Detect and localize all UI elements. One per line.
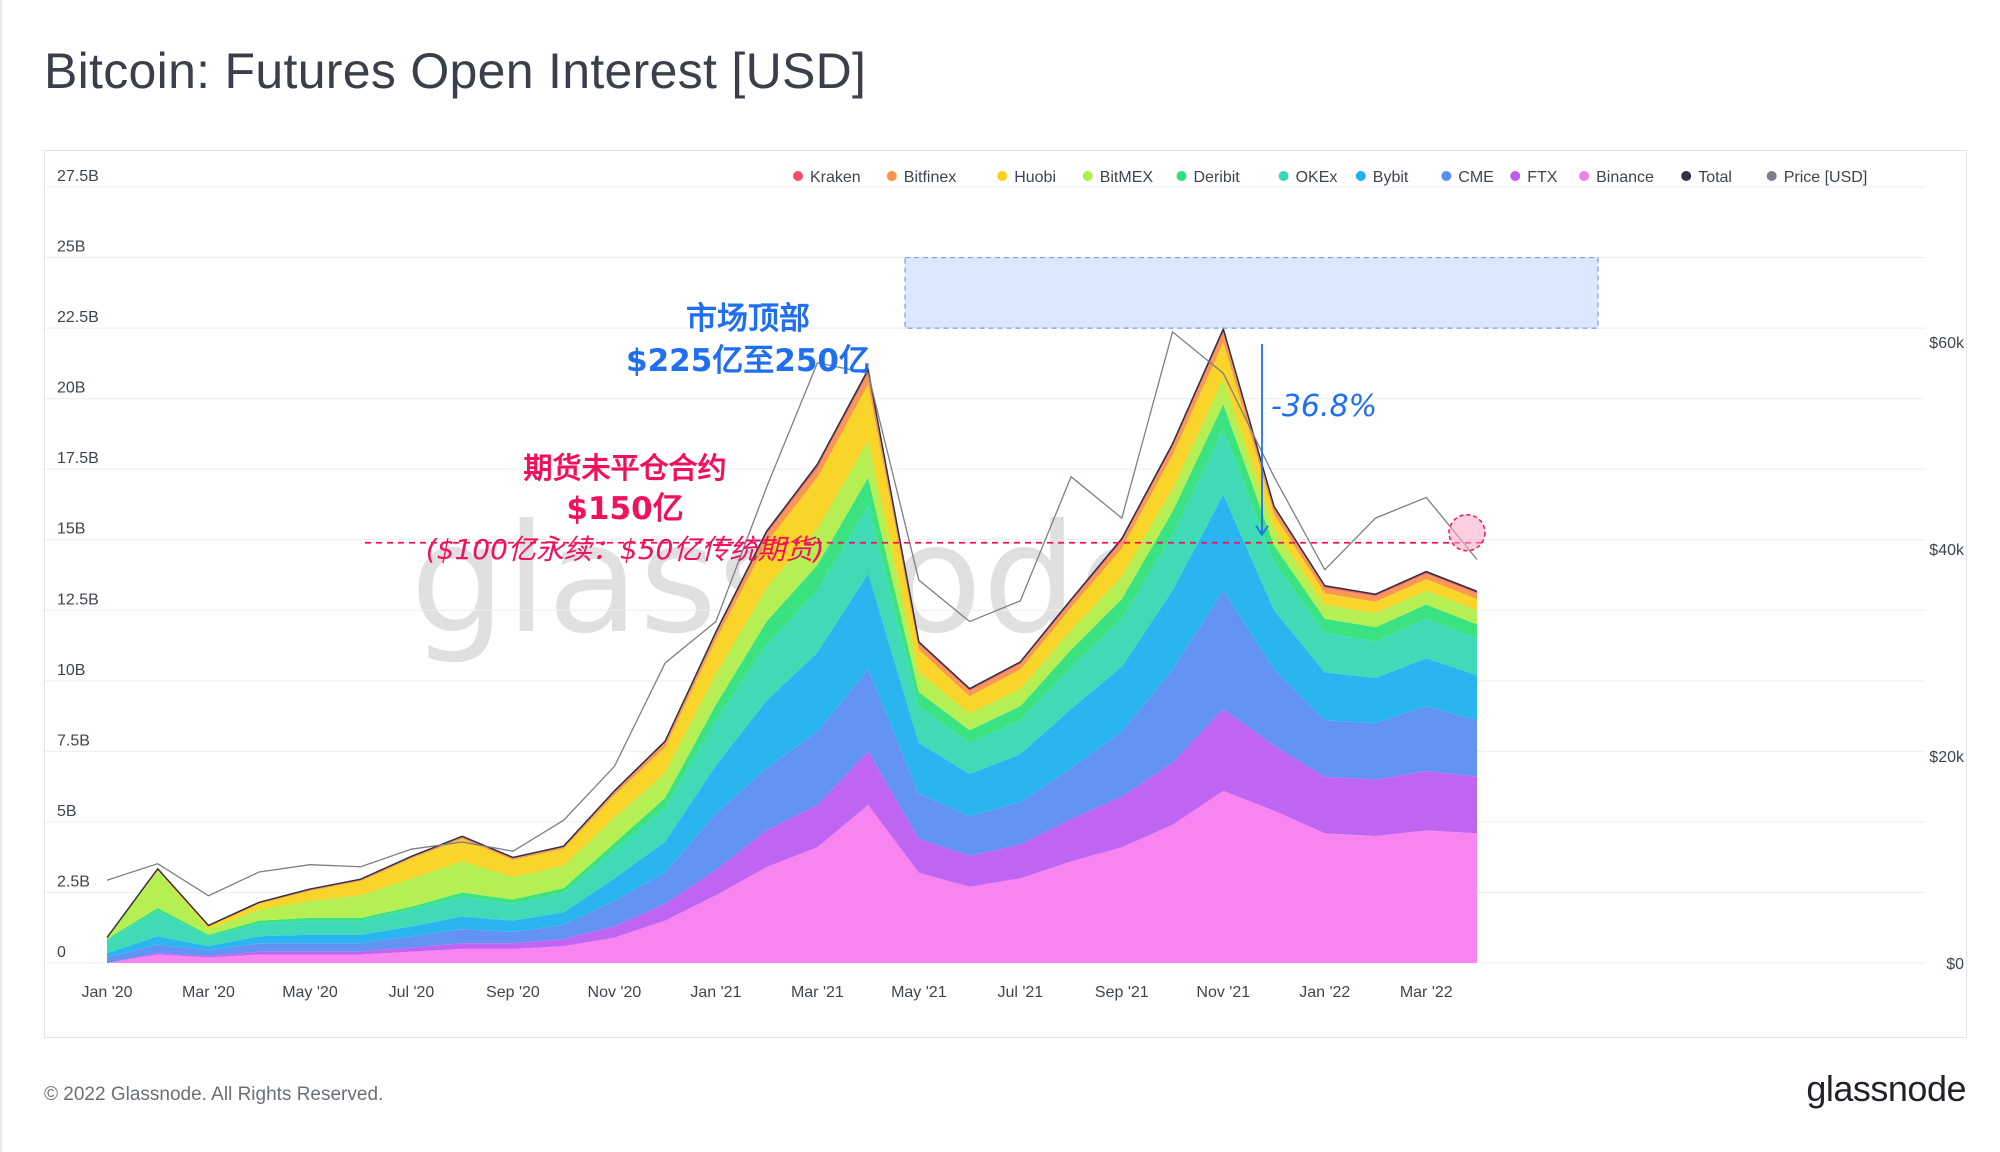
y-left-tick-label: 25B xyxy=(57,239,85,256)
y-right-tick-label: $20k xyxy=(1929,749,1965,766)
legend-swatch-ftx xyxy=(1510,171,1521,181)
legend: Kraken Bitfinex Huobi BitMEX Deribit OKEx Bybi… xyxy=(793,169,1867,186)
market-top-range: $225亿至250亿 xyxy=(626,343,870,379)
area-binance xyxy=(107,790,1477,963)
x-tick-label: Jul '20 xyxy=(389,984,435,1001)
legend-label-huobi: Huobi xyxy=(1014,169,1056,186)
x-tick-label: Jan '20 xyxy=(81,984,132,1001)
area-bybit xyxy=(107,494,1477,958)
y-left-tick-label: 0 xyxy=(57,944,66,961)
area-cme xyxy=(107,590,1477,963)
current-oi-title: 期货未平仓合约 xyxy=(523,451,726,485)
y-left-tick-label: 12.5B xyxy=(57,591,99,608)
drawdown-arrow-head xyxy=(1255,525,1269,537)
y-left-tick-label: 7.5B xyxy=(57,732,90,749)
open-interest-chart: glassnode 02.5B5B7.5B10B12.5B15B17.5B20B… xyxy=(45,168,1965,1001)
y-left-tick-label: 5B xyxy=(57,803,77,820)
footer-brand-logo: glassnode xyxy=(1806,1068,1966,1109)
legend-swatch-bitmex xyxy=(1082,171,1093,181)
legend-swatch-total xyxy=(1681,171,1692,181)
market-top-title: 市场顶部 xyxy=(686,301,810,337)
legend-label-deribit: Deribit xyxy=(1194,169,1241,186)
legend-swatch-bybit xyxy=(1355,171,1366,181)
line-price-usd xyxy=(106,330,1478,897)
x-tick-label: May '21 xyxy=(891,984,947,1001)
legend-swatch-bitfinex xyxy=(886,171,897,181)
legend-label-bybit: Bybit xyxy=(1373,169,1409,186)
y-left-tick-label: 10B xyxy=(57,662,85,679)
line-total xyxy=(106,326,1478,939)
footer-copyright: © 2022 Glassnode. All Rights Reserved. xyxy=(44,1084,384,1105)
legend-label-total: Total xyxy=(1698,169,1732,186)
y-left-tick-label: 20B xyxy=(57,380,85,397)
x-tick-label: Sep '20 xyxy=(486,984,540,1001)
legend-label-kraken: Kraken xyxy=(810,169,861,186)
x-tick-label: Nov '20 xyxy=(588,984,642,1001)
current-oi-breakdown: ($100亿永续：$50亿传统期货) xyxy=(426,533,825,566)
legend-label-price-usd: Price [USD] xyxy=(1784,169,1868,186)
legend-label-cme: CME xyxy=(1458,169,1494,186)
x-tick-label: Mar '22 xyxy=(1400,984,1453,1001)
legend-label-ftx: FTX xyxy=(1527,169,1558,186)
axes: 0 2.5B 5B 7.5B 10B 12.5B 15B 17.5B 20B 22.5B 25B 27… xyxy=(57,168,1965,1001)
chart-frame: glassnode 02.5B5B7.5B10B12.5B15B17.5B20B… xyxy=(44,150,1967,1038)
y-left-tick-label: 2.5B xyxy=(57,873,90,890)
legend-swatch-price-usd xyxy=(1766,171,1777,181)
legend-label-binance: Binance xyxy=(1596,169,1654,186)
y-left-tick-label: 17.5B xyxy=(57,450,99,467)
legend-label-bitmex: BitMEX xyxy=(1100,169,1154,186)
left-edge-rule xyxy=(0,0,2,1152)
y-left-tick-label: 27.5B xyxy=(57,168,99,185)
legend-swatch-binance xyxy=(1579,171,1590,181)
page-title: Bitcoin: Futures Open Interest [USD] xyxy=(44,43,867,99)
x-tick-label: Nov '21 xyxy=(1196,984,1250,1001)
y-right-tick-label: $60k xyxy=(1929,335,1965,352)
area-ftx xyxy=(107,709,1477,963)
legend-swatch-cme xyxy=(1441,171,1452,181)
legend-swatch-okex xyxy=(1278,171,1289,181)
x-tick-label: Sep '21 xyxy=(1095,984,1149,1001)
x-tick-label: Mar '21 xyxy=(791,984,844,1001)
overlay-lines xyxy=(106,326,1478,939)
x-tick-label: Jan '22 xyxy=(1299,984,1350,1001)
y-right-tick-label: $40k xyxy=(1929,542,1965,559)
y-right-tick-label: $0 xyxy=(1946,956,1964,973)
legend-label-bitfinex: Bitfinex xyxy=(904,169,956,186)
legend-swatch-deribit xyxy=(1176,171,1187,181)
y-left-tick-label: 15B xyxy=(57,521,85,538)
x-tick-label: Mar '20 xyxy=(182,984,235,1001)
current-level-marker xyxy=(1448,513,1486,552)
legend-swatch-kraken xyxy=(793,171,803,181)
drawdown-percent-label: -36.8% xyxy=(1271,389,1377,424)
legend-label-okex: OKEx xyxy=(1296,169,1338,186)
x-tick-label: Jan '21 xyxy=(690,984,741,1001)
x-tick-label: Jul '21 xyxy=(997,984,1043,1001)
y-left-tick-label: 22.5B xyxy=(57,309,99,326)
stacked-area-series xyxy=(107,328,1477,963)
market-top-band xyxy=(904,256,1599,329)
x-tick-label: May '20 xyxy=(282,984,338,1001)
legend-swatch-huobi xyxy=(997,171,1008,181)
current-oi-value: $150亿 xyxy=(566,491,683,527)
